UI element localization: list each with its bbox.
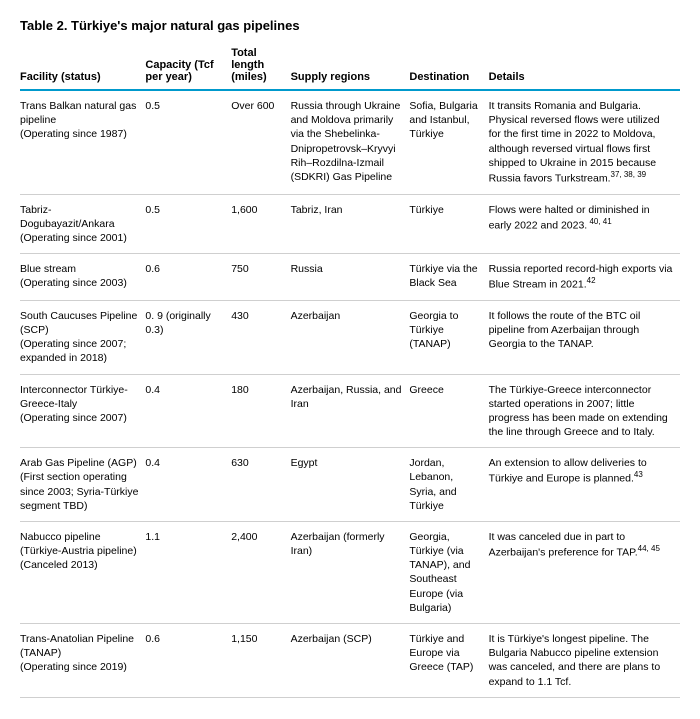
footnote-ref: 40, 41 [587,217,611,226]
cell-length: 180 [231,374,290,448]
cell-destination: Sofia, Bulgaria and Istanbul, Türkiye [409,90,488,194]
cell-destination: Türkiye via the Black Sea [409,254,488,301]
cell-facility: Interconnector Türkiye-Greece-Italy(Oper… [20,374,145,448]
table-row: Interconnector Türkiye-Greece-Italy(Oper… [20,374,680,448]
cell-capacity: 1.1 [145,521,231,623]
cell-destination: Greece [409,374,488,448]
cell-supply: Russia through Ukraine and Moldova prima… [291,90,410,194]
cell-details: It was canceled due in part to Azerbaija… [489,521,680,623]
cell-capacity: 0.4 [145,374,231,448]
cell-capacity: 0.4 [145,448,231,522]
table-row: Tabriz-Dogubayazit/Ankara(Operating sinc… [20,194,680,254]
cell-destination: Georgia to Türkiye (TANAP) [409,300,488,374]
cell-details: It is Türkiye's longest pipeline. The Bu… [489,623,680,697]
table-row: Arab Gas Pipeline (AGP)(First section op… [20,448,680,522]
cell-details: Russia reported record-high exports via … [489,254,680,301]
footnote-ref: 37, 38, 39 [611,170,647,179]
table-row: South Caucuses Pipeline (SCP)(Operating … [20,300,680,374]
cell-supply: Tabriz, Iran [291,194,410,254]
cell-supply: Azerbaijan (SCP) [291,623,410,697]
pipelines-table: Facility (status) Capacity (Tcf per year… [20,43,680,698]
col-header-capacity: Capacity (Tcf per year) [145,43,231,90]
cell-facility: Nabucco pipeline (Türkiye-Austria pipeli… [20,521,145,623]
cell-length: 750 [231,254,290,301]
col-header-length: Total length (miles) [231,43,290,90]
table-row: Blue stream(Operating since 2003)0.6750R… [20,254,680,301]
cell-facility: Trans Balkan natural gas pipeline(Operat… [20,90,145,194]
cell-length: 2,400 [231,521,290,623]
col-header-details: Details [489,43,680,90]
table-row: Nabucco pipeline (Türkiye-Austria pipeli… [20,521,680,623]
col-header-supply: Supply regions [291,43,410,90]
cell-destination: Jordan, Lebanon, Syria, and Türkiye [409,448,488,522]
cell-capacity: 0.6 [145,254,231,301]
cell-capacity: 0.5 [145,90,231,194]
table-body: Trans Balkan natural gas pipeline(Operat… [20,90,680,697]
cell-destination: Georgia, Türkiye (via TANAP), and Southe… [409,521,488,623]
cell-facility: Blue stream(Operating since 2003) [20,254,145,301]
cell-capacity: 0. 9 (originally 0.3) [145,300,231,374]
col-header-destination: Destination [409,43,488,90]
footnote-ref: 42 [587,276,596,285]
footnote-ref: 44, 45 [638,544,660,553]
cell-length: 630 [231,448,290,522]
table-header-row: Facility (status) Capacity (Tcf per year… [20,43,680,90]
cell-facility: Trans-Anatolian Pipeline (TANAP)(Operati… [20,623,145,697]
cell-destination: Türkiye [409,194,488,254]
cell-capacity: 0.5 [145,194,231,254]
cell-details: It transits Romania and Bulgaria. Physic… [489,90,680,194]
cell-capacity: 0.6 [145,623,231,697]
cell-length: 1,150 [231,623,290,697]
cell-details: It follows the route of the BTC oil pipe… [489,300,680,374]
col-header-facility: Facility (status) [20,43,145,90]
table-title: Table 2. Türkiye's major natural gas pip… [20,18,680,33]
cell-length: Over 600 [231,90,290,194]
cell-supply: Azerbaijan [291,300,410,374]
cell-facility: Arab Gas Pipeline (AGP)(First section op… [20,448,145,522]
cell-supply: Azerbaijan (formerly Iran) [291,521,410,623]
table-row: Trans Balkan natural gas pipeline(Operat… [20,90,680,194]
cell-details: Flows were halted or diminished in early… [489,194,680,254]
cell-facility: Tabriz-Dogubayazit/Ankara(Operating sinc… [20,194,145,254]
cell-length: 430 [231,300,290,374]
cell-destination: Türkiye and Europe via Greece (TAP) [409,623,488,697]
cell-supply: Russia [291,254,410,301]
footnote-ref: 43 [634,470,643,479]
cell-length: 1,600 [231,194,290,254]
table-row: Trans-Anatolian Pipeline (TANAP)(Operati… [20,623,680,697]
cell-details: The Türkiye-Greece interconnector starte… [489,374,680,448]
cell-supply: Egypt [291,448,410,522]
cell-supply: Azerbaijan, Russia, and Iran [291,374,410,448]
cell-facility: South Caucuses Pipeline (SCP)(Operating … [20,300,145,374]
cell-details: An extension to allow deliveries to Türk… [489,448,680,522]
